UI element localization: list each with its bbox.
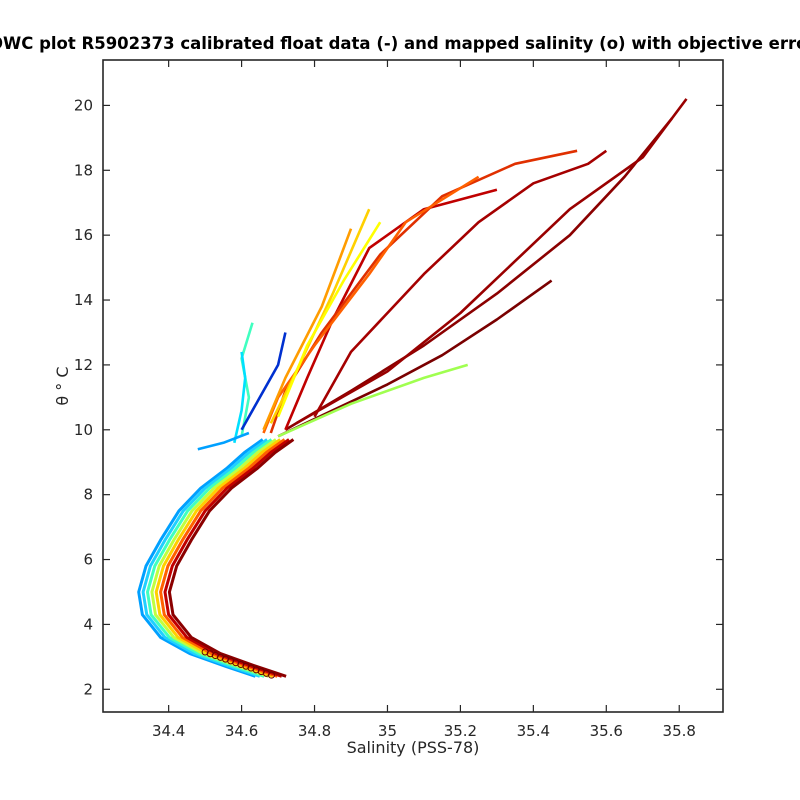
y-tick-label: 10	[74, 421, 93, 439]
y-tick-label: 12	[74, 356, 93, 374]
profile-line-9	[276, 221, 382, 418]
profile-line-2	[295, 98, 688, 425]
x-tick-label: 35	[378, 722, 397, 740]
mapped-salinity-marker	[267, 671, 275, 679]
y-axis-label: θ ° C	[53, 366, 72, 405]
profile-line-5	[269, 149, 578, 434]
profile-line-6	[262, 175, 480, 434]
profile-line-10	[277, 363, 469, 438]
x-axis-label: Salinity (PSS-78)	[347, 738, 480, 757]
x-tick-label: 34.8	[298, 722, 331, 740]
y-tick-label: 6	[83, 551, 93, 569]
x-tick-label: 35.2	[444, 722, 477, 740]
profile-line-13	[197, 431, 250, 451]
axes-frame	[102, 59, 724, 713]
x-tick-label: 34.6	[225, 722, 258, 740]
profile-line-3	[313, 149, 608, 418]
deep-profile-line	[137, 438, 264, 678]
profile-line-14	[240, 332, 287, 431]
x-tick-label: 34.4	[152, 722, 185, 740]
y-tick-label: 14	[74, 291, 93, 309]
deep-profile-line	[159, 438, 286, 678]
x-tick-label: 35.8	[663, 722, 696, 740]
y-tick-label: 20	[74, 96, 93, 114]
profile-line-12	[233, 351, 247, 444]
x-tick-label: 35.6	[590, 722, 623, 740]
y-tick-label: 8	[83, 486, 93, 504]
deep-profile-line	[167, 438, 295, 678]
y-tick-label: 2	[83, 680, 93, 698]
deep-profile-line	[163, 438, 290, 678]
x-tick-label: 35.4	[517, 722, 550, 740]
y-tick-label: 18	[74, 161, 93, 179]
chart-title: OWC plot R5902373 calibrated float data …	[0, 34, 800, 53]
y-tick-label: 16	[74, 226, 93, 244]
y-tick-label: 4	[83, 615, 93, 633]
profile-line-7	[262, 228, 353, 431]
profile-line-0	[277, 279, 553, 438]
deep-profile-line	[146, 438, 273, 678]
profile-line-1	[284, 117, 673, 431]
profile-line-4	[284, 188, 498, 431]
deep-profile-line	[141, 438, 268, 678]
